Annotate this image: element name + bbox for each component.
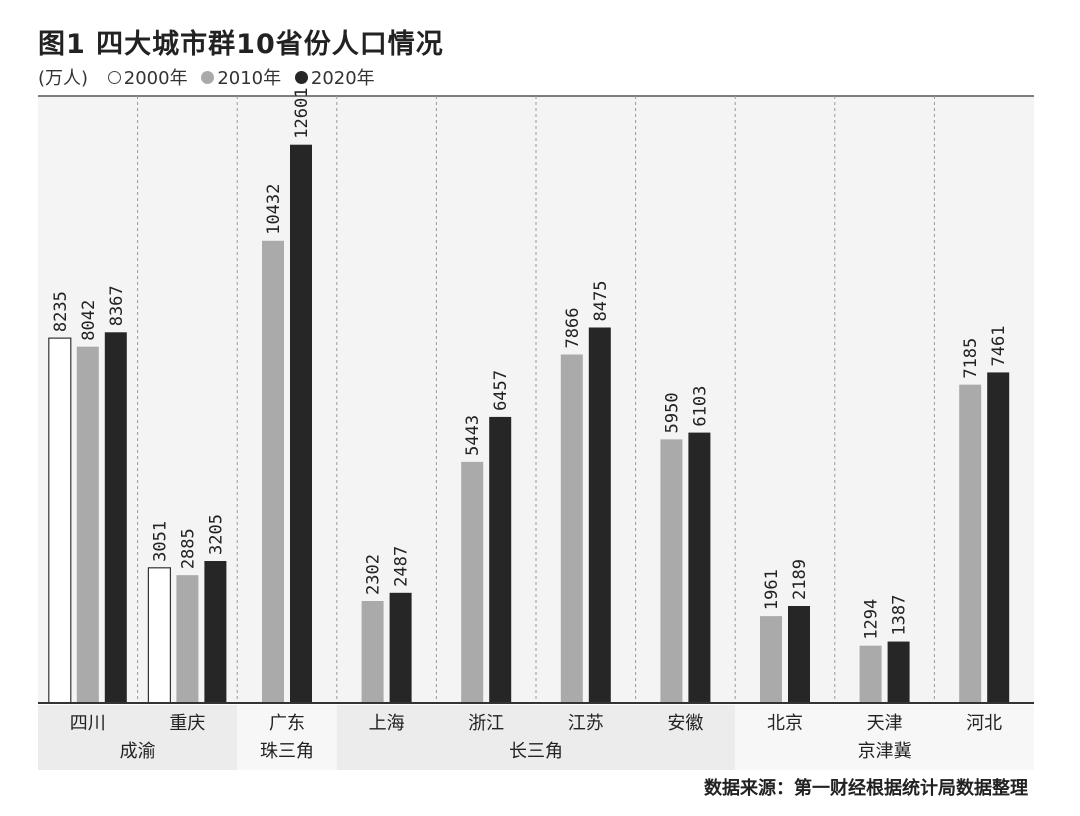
- value-label-重庆-2000年: 3051: [150, 521, 170, 562]
- bar-江苏-2010年: [560, 354, 583, 703]
- category-label-北京: 北京: [767, 713, 803, 734]
- bar-江苏-2020年: [588, 327, 611, 703]
- group-label-珠三角: 珠三角: [260, 741, 314, 762]
- bar-上海-2020年: [389, 592, 412, 703]
- group-label-成渝: 成渝: [120, 741, 156, 762]
- value-label-四川-2010年: 8042: [79, 300, 99, 341]
- value-label-北京-2020年: 2189: [790, 559, 810, 600]
- bar-重庆-2010年: [176, 575, 199, 703]
- group-band-成渝: [38, 705, 238, 770]
- value-label-河北-2010年: 7185: [961, 338, 981, 379]
- category-label-安徽: 安徽: [667, 713, 703, 734]
- value-label-重庆-2020年: 3205: [206, 514, 226, 555]
- legend-swatch-2010: [201, 70, 215, 84]
- bar-chart: 8235 8042 8367 3051 2885 3205 10432 12601 2302 24…: [38, 88, 1034, 770]
- category-label-天津: 天津: [867, 713, 903, 734]
- group-band-珠三角: [237, 705, 337, 770]
- category-label-上海: 上海: [369, 713, 405, 734]
- value-label-浙江-2010年: 5443: [463, 415, 483, 456]
- category-label-浙江: 浙江: [468, 713, 504, 734]
- value-label-上海-2020年: 2487: [392, 546, 412, 587]
- chart-title: 图1 四大城市群10省份人口情况: [38, 29, 444, 60]
- value-label-天津-2010年: 1294: [862, 599, 882, 640]
- bar-浙江-2020年: [489, 416, 512, 703]
- legend-label-2010: 2010年: [217, 68, 282, 89]
- group-label-长三角: 长三角: [509, 741, 563, 762]
- bar-广东-2010年: [262, 240, 284, 703]
- chart-card: 图1 四大城市群10省份人口情况 (万人) 2000年 2010年 2020年 …: [38, 29, 1034, 799]
- value-label-江苏-2020年: 8475: [591, 281, 611, 322]
- bar-天津-2010年: [859, 645, 882, 703]
- value-label-四川-2020年: 8367: [107, 285, 127, 326]
- source-note: 数据来源：第一财经根据统计局数据整理: [704, 778, 1028, 799]
- bar-河北-2010年: [959, 384, 982, 703]
- value-label-天津-2020年: 1387: [890, 595, 910, 636]
- bar-安徽-2020年: [688, 432, 711, 703]
- bar-浙江-2010年: [461, 461, 484, 703]
- bar-河北-2020年: [987, 372, 1010, 703]
- value-label-浙江-2020年: 6457: [491, 370, 511, 411]
- legend-swatch-2020: [294, 70, 308, 84]
- legend-label-2020: 2020年: [310, 68, 375, 89]
- bar-天津-2020年: [887, 641, 910, 703]
- group-band-京津冀: [735, 705, 1034, 770]
- bar-北京-2010年: [760, 616, 782, 703]
- value-label-安徽-2010年: 5950: [662, 392, 682, 433]
- bar-重庆-2020年: [204, 560, 227, 703]
- legend-swatch-2000: [107, 70, 121, 84]
- category-label-江苏: 江苏: [568, 713, 604, 734]
- category-label-重庆: 重庆: [169, 713, 205, 734]
- bar-北京-2020年: [788, 606, 810, 703]
- value-label-上海-2010年: 2302: [364, 554, 384, 595]
- value-label-安徽-2020年: 6103: [690, 386, 710, 427]
- group-label-京津冀: 京津冀: [858, 741, 912, 762]
- bar-上海-2010年: [361, 601, 384, 703]
- value-label-广东-2010年: 10432: [264, 184, 284, 235]
- unit-label: (万人): [38, 68, 89, 89]
- category-label-广东: 广东: [269, 713, 305, 734]
- bar-安徽-2010年: [660, 439, 683, 703]
- chart-legend: (万人) 2000年 2010年 2020年: [38, 64, 375, 90]
- bar-四川-2000年: [48, 337, 72, 704]
- group-band-长三角: [336, 705, 736, 770]
- bar-广东-2020年: [290, 144, 312, 703]
- value-label-河北-2020年: 7461: [989, 325, 1009, 366]
- value-label-四川-2000年: 8235: [51, 291, 71, 332]
- category-label-河北: 河北: [966, 713, 1002, 734]
- bar-四川-2010年: [76, 346, 99, 703]
- category-label-四川: 四川: [70, 713, 106, 734]
- legend-label-2000: 2000年: [123, 68, 188, 89]
- bar-重庆-2000年: [147, 567, 171, 704]
- value-label-广东-2020年: 12601: [292, 88, 312, 139]
- value-label-江苏-2010年: 7866: [563, 308, 583, 349]
- bar-四川-2020年: [104, 332, 127, 703]
- value-label-重庆-2010年: 2885: [178, 528, 198, 569]
- value-label-北京-2010年: 1961: [762, 569, 782, 610]
